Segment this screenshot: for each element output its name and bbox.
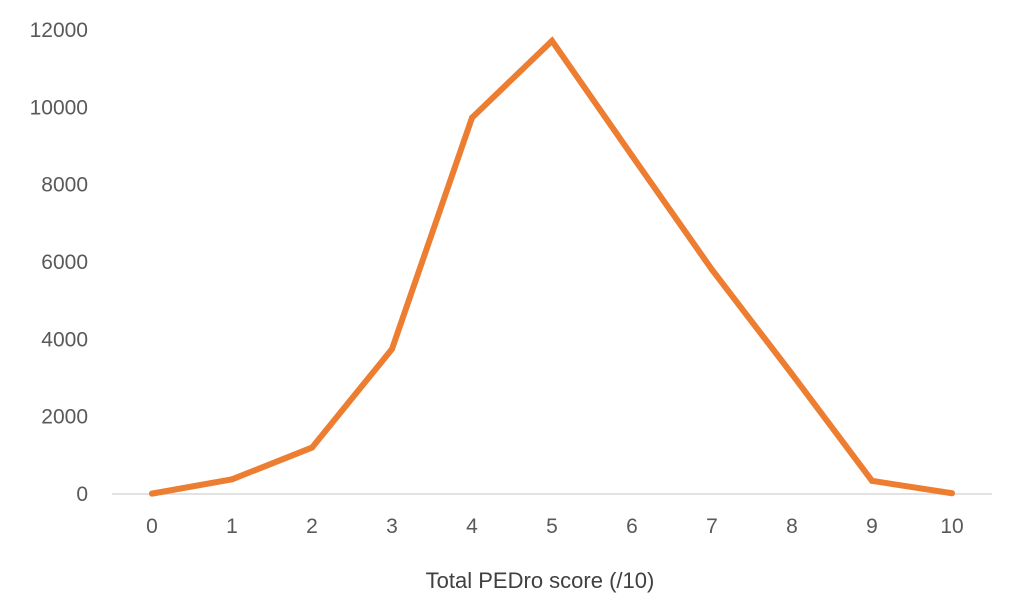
data-point <box>229 476 235 483</box>
data-point <box>869 477 875 484</box>
data-point <box>389 346 395 352</box>
x-tick-label: 6 <box>626 515 638 538</box>
data-point <box>789 371 795 378</box>
x-tick-label: 7 <box>706 515 718 538</box>
data-point <box>149 490 155 497</box>
data-point <box>629 152 635 159</box>
x-tick-label: 3 <box>386 515 398 538</box>
y-tick-label: 4000 <box>41 328 88 351</box>
data-point <box>309 444 315 451</box>
y-tick-label: 8000 <box>41 174 88 197</box>
x-tick-label: 0 <box>146 515 158 538</box>
series-points <box>149 37 955 497</box>
x-tick-label: 2 <box>306 515 318 538</box>
data-point <box>469 114 475 121</box>
data-point <box>709 266 715 273</box>
x-tick-label: 9 <box>866 515 878 538</box>
y-tick-label: 10000 <box>30 96 88 119</box>
x-tick-label: 5 <box>546 515 558 538</box>
x-tick-label: 10 <box>940 515 963 538</box>
series-line <box>149 36 955 497</box>
data-point <box>549 37 555 44</box>
data-point <box>949 490 955 497</box>
y-tick-label: 0 <box>76 483 88 506</box>
x-axis-title: Total PEDro score (/10) <box>426 568 655 593</box>
y-tick-label: 6000 <box>41 251 88 274</box>
x-tick-label: 1 <box>226 515 238 538</box>
x-tick-label: 8 <box>786 515 798 538</box>
y-tick-label: 12000 <box>30 19 88 42</box>
y-axis-tick-labels: 0 2000 4000 6000 8000 10000 12000 <box>30 19 88 506</box>
x-axis-tick-labels: 0 1 2 3 4 5 6 7 8 9 10 <box>146 515 964 538</box>
y-tick-label: 2000 <box>41 406 88 429</box>
x-tick-label: 4 <box>466 515 478 538</box>
